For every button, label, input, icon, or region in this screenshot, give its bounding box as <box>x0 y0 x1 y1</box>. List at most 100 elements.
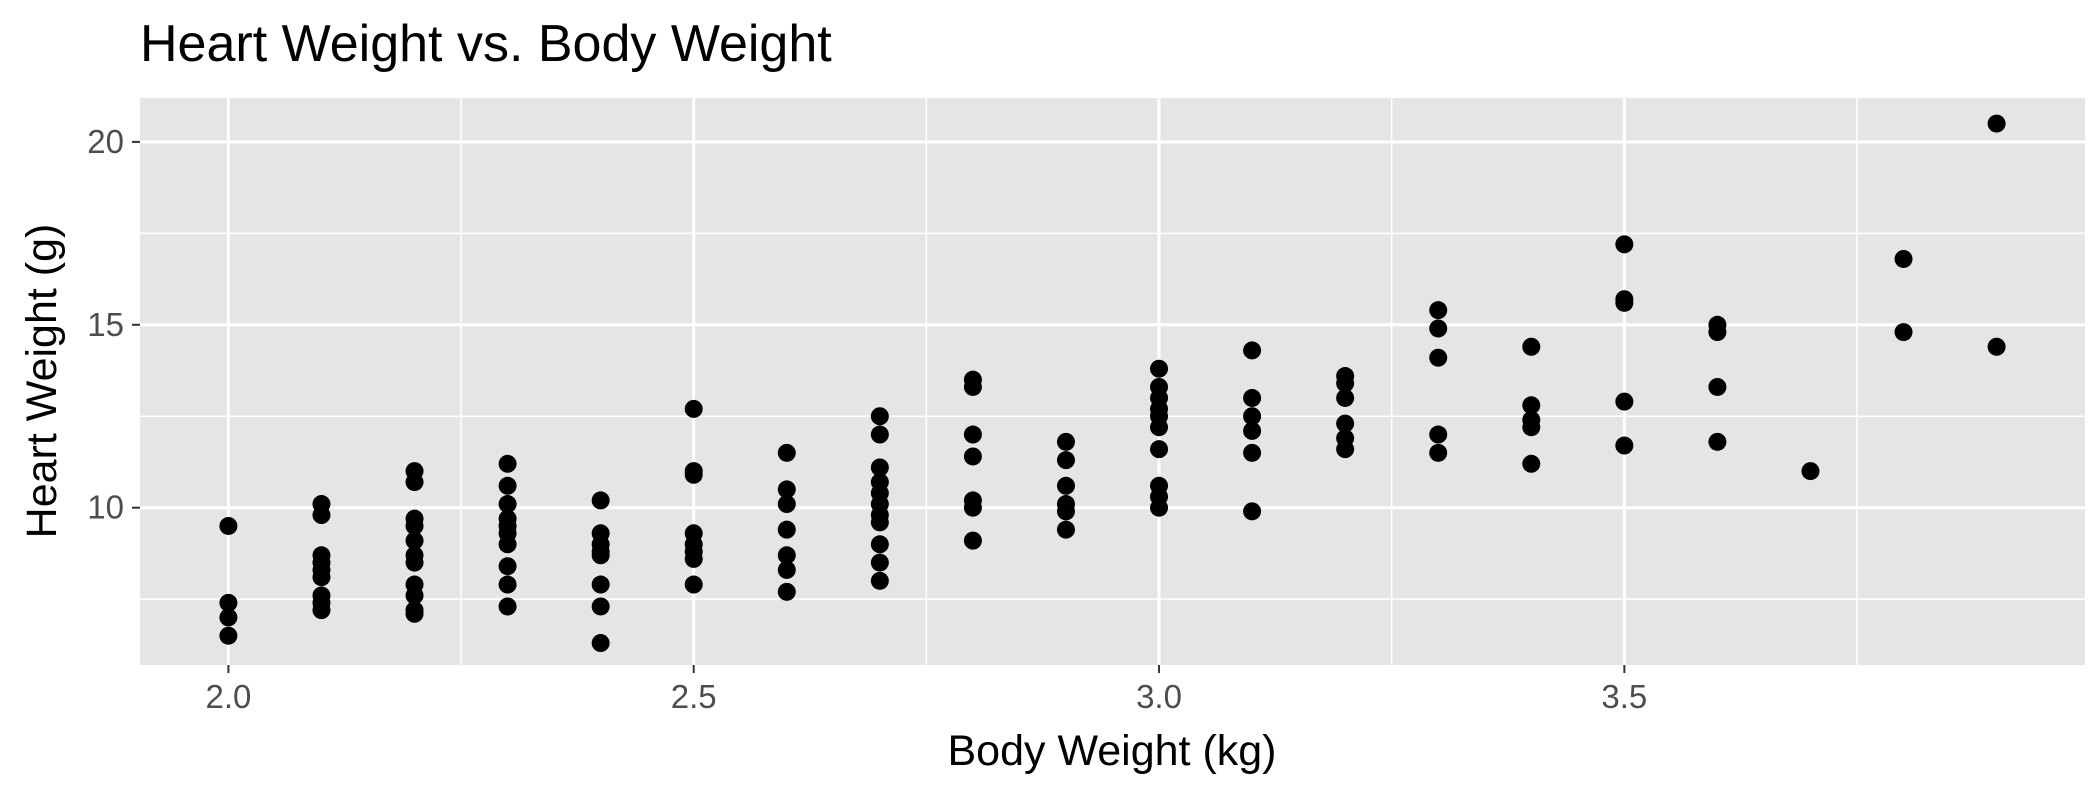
data-point <box>1987 337 2006 356</box>
data-point <box>777 520 796 539</box>
data-point <box>591 546 610 565</box>
data-point <box>1056 520 1075 539</box>
data-point <box>1894 249 1913 268</box>
y-tick-label: 20 <box>87 123 124 160</box>
data-point <box>777 495 796 514</box>
data-point <box>1708 377 1727 396</box>
x-axis-title: Body Weight (kg) <box>947 727 1276 775</box>
data-point <box>312 506 331 525</box>
data-point <box>684 399 703 418</box>
x-tick-label: 3.0 <box>1136 678 1182 715</box>
data-point <box>498 476 517 495</box>
data-point <box>1429 443 1448 462</box>
data-point <box>1056 451 1075 470</box>
data-point <box>405 473 424 492</box>
data-point <box>1615 293 1634 312</box>
data-point <box>405 516 424 535</box>
data-point <box>1336 414 1355 433</box>
data-point <box>591 597 610 616</box>
data-point <box>1615 392 1634 411</box>
data-point <box>498 495 517 514</box>
data-point <box>1150 440 1169 459</box>
data-point <box>777 546 796 565</box>
data-point <box>1708 432 1727 451</box>
data-point <box>498 535 517 554</box>
data-point <box>1429 348 1448 367</box>
data-point <box>963 377 982 396</box>
data-point <box>1243 341 1262 360</box>
data-point <box>1056 432 1075 451</box>
data-point <box>870 458 889 477</box>
y-tick-label: 10 <box>87 489 124 526</box>
data-point <box>591 634 610 653</box>
data-point <box>963 425 982 444</box>
data-point <box>1243 388 1262 407</box>
y-axis: 10 15 20 <box>87 123 140 526</box>
data-point <box>777 443 796 462</box>
data-point <box>963 531 982 550</box>
plot-panel <box>140 98 2085 665</box>
data-point <box>1150 359 1169 378</box>
data-point <box>963 447 982 466</box>
data-point <box>1243 421 1262 440</box>
data-point <box>312 568 331 587</box>
data-point <box>777 560 796 579</box>
data-point <box>219 626 238 645</box>
data-point <box>498 575 517 594</box>
data-point <box>870 425 889 444</box>
data-point <box>405 586 424 605</box>
data-point <box>1429 301 1448 320</box>
y-tick-label: 15 <box>87 306 124 343</box>
data-point <box>870 513 889 532</box>
data-point <box>1615 235 1634 254</box>
data-point <box>405 553 424 572</box>
data-point <box>1429 319 1448 338</box>
x-tick-label: 2.0 <box>205 678 251 715</box>
data-point <box>684 465 703 484</box>
data-point <box>219 608 238 627</box>
x-axis: 2.0 2.5 3.0 3.5 <box>205 665 1647 715</box>
data-point <box>1522 454 1541 473</box>
x-tick-label: 2.5 <box>671 678 717 715</box>
data-point <box>963 498 982 517</box>
data-point <box>870 407 889 426</box>
data-point <box>777 582 796 601</box>
y-axis-title: Heart Weight (g) <box>18 224 66 539</box>
data-point <box>1801 462 1820 481</box>
data-point <box>591 491 610 510</box>
data-point <box>870 535 889 554</box>
data-point <box>1615 436 1634 455</box>
major-gridlines <box>140 98 2085 665</box>
data-point <box>591 575 610 594</box>
data-point <box>1150 418 1169 437</box>
data-point <box>684 575 703 594</box>
data-point <box>1243 407 1262 426</box>
data-point <box>1522 396 1541 415</box>
data-point <box>777 480 796 499</box>
data-point <box>1243 502 1262 521</box>
x-tick-label: 3.5 <box>1601 678 1647 715</box>
data-point <box>1708 323 1727 342</box>
chart-title: Heart Weight vs. Body Weight <box>140 15 832 73</box>
data-point <box>684 549 703 568</box>
data-point <box>498 557 517 576</box>
data-point <box>1150 498 1169 517</box>
data-point <box>405 604 424 623</box>
data-point <box>1987 114 2006 133</box>
data-point <box>1243 443 1262 462</box>
data-point <box>219 593 238 612</box>
data-point <box>1894 323 1913 342</box>
data-point <box>1336 388 1355 407</box>
data-point <box>870 571 889 590</box>
data-point <box>1336 440 1355 459</box>
data-point <box>1056 476 1075 495</box>
data-point <box>1429 425 1448 444</box>
data-point <box>405 531 424 550</box>
data-points <box>219 114 2006 653</box>
minor-gridlines <box>140 98 2085 665</box>
data-point <box>1336 374 1355 393</box>
data-point <box>498 454 517 473</box>
data-point <box>1522 337 1541 356</box>
data-point <box>1522 418 1541 437</box>
